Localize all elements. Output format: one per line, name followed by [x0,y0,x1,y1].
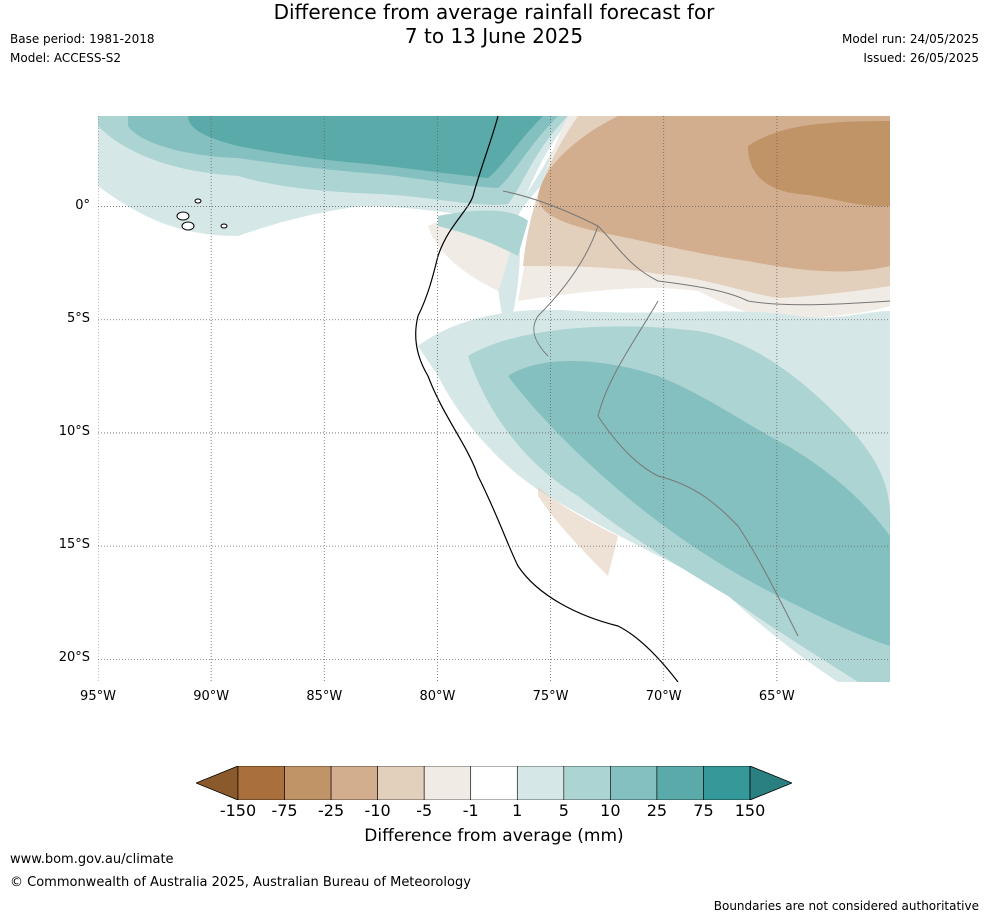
colorbar-tick-label: -10 [364,801,391,820]
lon-label: 90°W [193,689,230,704]
colorbar-tick-label: 75 [693,801,714,820]
colorbar-extend-high [749,766,792,800]
colorbar-cell [516,766,565,800]
colorbar-tick-label: 10 [600,801,621,820]
colorbar-cell [284,766,332,800]
colorbar-tick-label: -25 [318,801,345,820]
lon-label: 70°W [645,689,682,704]
national-border [533,225,599,357]
colorbar-cell [703,766,751,800]
footer-disclaimer: Boundaries are not considered authoritat… [713,899,979,913]
coastline [415,116,679,682]
colorbar-tick-label: -75 [271,801,298,820]
model-text: Model: ACCESS-S2 [10,51,122,65]
lon-label: 95°W [80,689,116,704]
lon-label: 65°W [758,689,795,704]
colorbar-tick-label: 150 [734,801,766,820]
lat-label: 0° [75,197,90,213]
northeast-dry-anomaly [518,116,890,321]
lon-label: 75°W [532,689,569,704]
colorbar-tick-label: -1 [462,801,479,820]
southern-wet-anomaly [418,309,890,682]
galapagos-islands [176,198,228,231]
title-line-1: Difference from average rainfall forecas… [273,0,715,24]
lat-label: 10°S [58,423,90,439]
colorbar [196,766,792,800]
title-line-2: 7 to 13 June 2025 [404,24,584,48]
colorbar-tick-label: 1 [512,801,523,820]
colorbar-label: Difference from average (mm) [364,826,624,846]
lat-label: 15°S [58,537,90,553]
colorbar-tick-label: 5 [558,801,569,820]
colorbar-cell [237,766,285,800]
colorbar-cell [610,766,658,800]
colorbar-cell [563,766,611,800]
footer-url: www.bom.gov.au/climate [10,852,174,867]
lon-label: 85°W [306,689,343,704]
national-border [597,300,799,637]
lat-label: 20°S [58,650,90,666]
footer-copyright: © Commonwealth of Australia 2025, Austra… [10,875,471,890]
colorbar-cell [423,766,472,800]
colorbar-tick-label: -150 [219,801,257,820]
colorbar-cell [656,766,704,800]
base-period-text: Base period: 1981-2018 [10,32,155,46]
gridlines [98,116,890,682]
colorbar-cell [377,766,425,800]
rainfall-anomaly-map [98,116,890,682]
lon-label: 80°W [419,689,456,704]
colorbar-tick-label: 25 [646,801,668,820]
lat-label: 5°S [66,310,90,326]
map-title: Difference from average rainfall forecas… [0,0,988,48]
northwest-wet-anomaly [98,116,573,236]
map-canvas [98,116,890,682]
model-run-text: Model run: 24/05/2025 [841,32,979,46]
colorbar-cell [330,766,378,800]
issued-text: Issued: 26/05/2025 [863,51,979,65]
colorbar-tick-label: -5 [416,801,433,820]
colorbar-cell [470,766,518,800]
colorbar-extend-low [196,766,239,800]
national-border [502,190,890,306]
